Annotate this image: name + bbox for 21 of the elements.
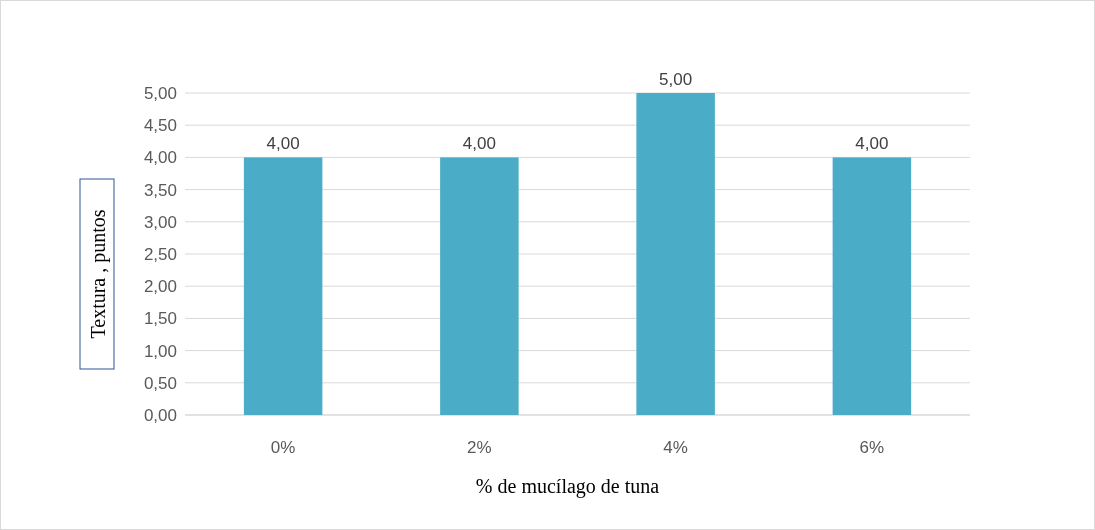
- y-tick-label: 2,00: [143, 277, 177, 297]
- data-label: 4,00: [855, 134, 889, 154]
- x-axis-title: % de mucílago de tuna: [475, 475, 660, 498]
- y-tick-label: 0,50: [143, 373, 177, 393]
- y-tick-label: 4,00: [143, 148, 177, 168]
- data-label: 4,00: [462, 134, 496, 154]
- x-tick-label: 4%: [663, 438, 688, 457]
- data-label: 4,00: [266, 134, 300, 154]
- data-label: 5,00: [659, 70, 693, 89]
- y-axis-title: Textura , puntos: [87, 209, 110, 339]
- x-tick-label: 0%: [270, 438, 296, 457]
- y-tick-label: 4,50: [143, 116, 177, 136]
- x-tick-label: 6%: [859, 438, 885, 457]
- y-tick-label: 2,50: [143, 244, 177, 264]
- y-tick-label: 3,00: [143, 212, 177, 232]
- y-tick-label: 1,00: [143, 341, 177, 361]
- y-tick-label: 1,50: [143, 309, 177, 329]
- x-tick-label: 2%: [467, 438, 492, 457]
- y-tick-label: 5,00: [143, 83, 177, 103]
- y-tick-label: 3,50: [143, 180, 177, 200]
- y-tick-label: 0,00: [143, 405, 177, 425]
